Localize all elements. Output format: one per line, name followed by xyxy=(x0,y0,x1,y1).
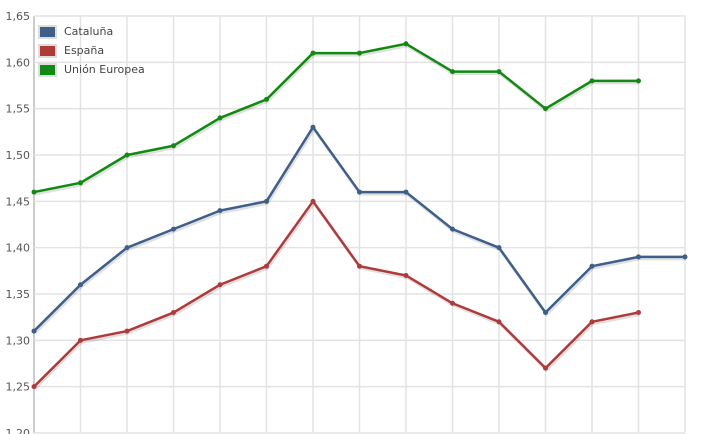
data-point xyxy=(264,263,269,269)
data-point xyxy=(682,254,688,260)
data-point xyxy=(589,78,595,84)
data-point xyxy=(450,69,455,75)
data-point xyxy=(310,124,316,130)
y-tick-label: 1,20 xyxy=(6,427,31,434)
legend-label-cataluna: Cataluña xyxy=(64,25,114,38)
data-point xyxy=(78,337,83,343)
data-point xyxy=(78,180,83,186)
data-point xyxy=(171,310,176,316)
legend-swatch-union-europea xyxy=(38,62,57,77)
y-tick-label: 1,50 xyxy=(6,149,31,162)
data-point xyxy=(496,245,502,251)
data-point xyxy=(31,384,37,390)
data-point xyxy=(264,96,269,102)
y-tick-label: 1,45 xyxy=(6,195,31,208)
data-point xyxy=(450,226,455,232)
data-point xyxy=(78,282,83,288)
legend-label-union-europea: Unión Europea xyxy=(64,63,145,76)
series-shadow xyxy=(33,126,686,335)
data-point xyxy=(124,328,130,334)
data-point xyxy=(124,152,130,158)
legend-item-espana[interactable]: España xyxy=(38,41,145,60)
y-tick-label: 1,55 xyxy=(6,103,31,116)
legend-item-union-europea[interactable]: Unión Europea xyxy=(38,60,145,79)
data-point xyxy=(171,226,176,232)
y-tick-label: 1,40 xyxy=(6,242,31,255)
data-point xyxy=(636,78,641,84)
data-point xyxy=(171,143,176,149)
data-point xyxy=(496,319,502,325)
legend-label-espana: España xyxy=(64,44,105,57)
data-point xyxy=(636,310,641,316)
y-tick-label: 1,65 xyxy=(6,10,31,23)
y-tick-label: 1,60 xyxy=(6,56,31,69)
data-point xyxy=(357,50,362,56)
y-tick-label: 1,35 xyxy=(6,288,31,301)
data-point xyxy=(31,328,37,334)
legend: Cataluña España Unión Europea xyxy=(38,22,145,79)
legend-item-cataluna[interactable]: Cataluña xyxy=(38,22,145,41)
data-point xyxy=(496,69,502,75)
series-shadow xyxy=(33,200,640,390)
data-point xyxy=(217,282,223,288)
data-point xyxy=(310,50,316,56)
data-point xyxy=(357,189,362,195)
data-point xyxy=(124,245,130,251)
data-point xyxy=(403,41,409,47)
data-point xyxy=(217,208,223,214)
data-point xyxy=(403,272,409,278)
legend-swatch-espana xyxy=(38,43,57,58)
series-line-1 xyxy=(33,200,639,388)
data-point xyxy=(217,115,223,121)
data-point xyxy=(543,106,548,112)
data-point xyxy=(589,319,595,325)
data-point xyxy=(357,263,362,269)
data-point xyxy=(543,365,548,371)
data-point xyxy=(543,310,548,316)
data-point xyxy=(264,198,269,204)
data-point xyxy=(450,300,455,306)
data-point xyxy=(310,198,316,204)
y-tick-label: 1,25 xyxy=(6,381,31,394)
data-point xyxy=(636,254,641,260)
legend-swatch-cataluna xyxy=(38,24,57,39)
data-point xyxy=(403,189,409,195)
series-line-2 xyxy=(33,42,639,194)
y-tick-label: 1,30 xyxy=(6,334,31,347)
data-point xyxy=(589,263,595,269)
data-point xyxy=(31,189,37,195)
